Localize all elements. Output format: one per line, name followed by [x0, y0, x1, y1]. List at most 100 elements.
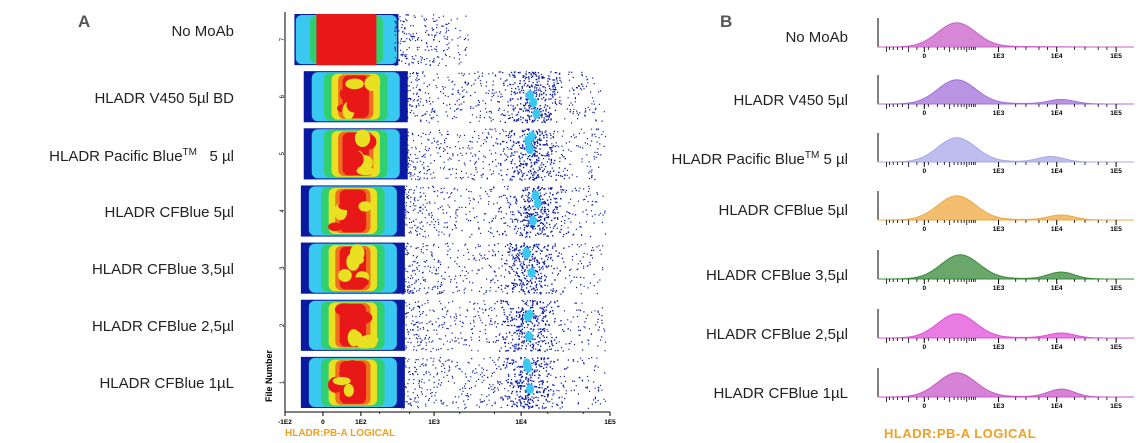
positive-population-blob-0-file-4: [531, 190, 540, 201]
panel-a-x-axis-title: HLADR:PB-A LOGICAL: [285, 428, 396, 439]
panel-a-letter: A: [78, 12, 91, 31]
histogram-3-curve: [877, 195, 1134, 221]
panel-a-x-tick-label-4: 1E4: [515, 419, 527, 426]
histogram-2: 0 1E3 1E4 1E5: [877, 133, 1134, 175]
scatter-dots-file-1: [400, 356, 607, 410]
file-row-1: [300, 356, 607, 410]
histogram-3-tick-label-3: 1E5: [1110, 226, 1122, 233]
panel-a-y-axis-title: File Number: [264, 350, 274, 403]
histogram-0: 0 1E3 1E4 1E5: [877, 18, 1134, 60]
file-row-7: [294, 14, 469, 67]
panel-a-row-label-file-5: HLADR Pacific BlueTM 5 µl: [49, 146, 234, 165]
density-core-file-7: [316, 14, 377, 66]
panel-a-x-tick-label-1: 0: [321, 419, 325, 426]
histogram-0-tick-label-1: 1E3: [993, 53, 1005, 60]
histogram-3-tick-label-1: 1E3: [993, 226, 1005, 233]
histogram-2-tick-label-2: 1E4: [1051, 168, 1063, 175]
panel-b-row-label-0: No MoAb: [785, 29, 848, 46]
file-row-3: [300, 242, 604, 295]
panel-a-row-label-file-3: HLADR CFBlue 3,5µl: [91, 261, 234, 279]
density-blob-5-file-6: [346, 97, 364, 113]
positive-population-blob-2-file-6: [532, 108, 541, 119]
positive-population-blob-2-file-2: [524, 331, 533, 342]
density-blob-3-file-2: [360, 334, 379, 346]
panel-b-row-label-5: HLADR CFBlue 2,5µl: [705, 326, 848, 343]
density-blob-5-file-4: [338, 201, 355, 211]
histogram-2-curve: [877, 137, 1134, 163]
histogram-2-tick-label-1: 1E3: [993, 168, 1005, 175]
histogram-1-tick-label-0: 0: [923, 110, 927, 117]
positive-population-blob-1-file-5: [524, 135, 533, 146]
scatter-dots-file-7: [394, 14, 469, 67]
density-blob-0-file-4: [358, 201, 372, 212]
panel-b-x-axis-title: HLADR:PB-A LOGICAL: [884, 426, 1037, 441]
panel-b-row-label-3: HLADR CFBlue 5µl: [718, 202, 848, 219]
histogram-5-tick-label-2: 1E4: [1051, 344, 1063, 351]
density-blob-4-file-1: [343, 383, 354, 397]
histogram-3-tick-label-0: 0: [923, 226, 927, 233]
panel-a-y-tick-label-2: 2: [280, 323, 286, 327]
histogram-0-curve: [877, 22, 1134, 48]
histogram-2-tick-label-0: 0: [923, 168, 927, 175]
histogram-4-tick-label-1: 1E3: [993, 285, 1005, 292]
histogram-6-tick-label-2: 1E4: [1051, 403, 1063, 410]
histogram-4-tick-label-2: 1E4: [1051, 285, 1063, 292]
histogram-1-tick-label-1: 1E3: [993, 110, 1005, 117]
file-row-4: [300, 185, 606, 238]
density-blob-4-file-2: [353, 311, 373, 324]
histogram-6-tick-label-0: 0: [923, 403, 927, 410]
density-blob-2-file-4: [353, 218, 367, 228]
histogram-5-tick-label-3: 1E5: [1110, 344, 1122, 351]
density-blob-5-file-3: [346, 252, 360, 271]
histogram-4-curve: [877, 254, 1134, 280]
histogram-4: 0 1E3 1E4 1E5: [877, 250, 1134, 292]
positive-population-blob-1-file-1: [526, 383, 535, 394]
positive-population-blob-2-file-4: [533, 198, 542, 209]
positive-population-blob-1-file-6: [529, 97, 538, 108]
positive-population-blob-1-file-3: [527, 267, 536, 278]
histogram-1-curve: [877, 79, 1134, 105]
histogram-6-curve: [877, 372, 1134, 398]
histogram-1-tick-label-2: 1E4: [1051, 110, 1063, 117]
panel-a-row-label-file-6: HLADR V450 5µl BD: [94, 89, 234, 107]
histogram-1-tick-label-3: 1E5: [1110, 110, 1122, 117]
panel-b-row-label-2: HLADR Pacific BlueTM 5 µl: [671, 150, 849, 168]
density-blob-4-file-5: [347, 150, 364, 169]
density-blob-5-file-2: [349, 331, 363, 345]
panel-a-row-label-file-4: HLADR CFBlue 5µl: [104, 204, 234, 221]
panel-b-row-label-1: HLADR V450 5µl: [733, 92, 848, 109]
positive-population-blob-1-file-2: [525, 309, 534, 320]
panel-a-y-tick-label-4: 4: [280, 209, 286, 213]
panel-a-x-tick-label-0: -1E2: [278, 419, 292, 426]
file-row-2: [300, 299, 606, 353]
histogram-0-tick-label-3: 1E5: [1110, 53, 1122, 60]
density-blob-0-file-6: [364, 75, 381, 92]
positive-population-blob-1-file-4: [528, 215, 537, 226]
panel-a-y-tick-label-7: 7: [280, 37, 286, 41]
histogram-4-tick-label-3: 1E5: [1110, 285, 1122, 292]
panel-a-row-label-file-7: No MoAb: [171, 22, 234, 40]
panel-a-y-tick-label-1: 1: [280, 380, 286, 384]
density-blob-1-file-6: [345, 78, 364, 90]
histogram-0-tick-label-2: 1E4: [1051, 53, 1063, 60]
histogram-5: 0 1E3 1E4 1E5: [877, 309, 1134, 351]
density-blob-3-file-5: [354, 129, 371, 148]
histogram-2-tick-label-3: 1E5: [1110, 168, 1122, 175]
panel-b-row-label-6: HLADR CFBlue 1µL: [713, 385, 848, 402]
histogram-6-tick-label-3: 1E5: [1110, 403, 1122, 410]
file-row-5: [303, 128, 607, 181]
file-row-6: [303, 71, 605, 124]
density-blob-5-file-1: [332, 376, 351, 386]
density-blob-2-file-2: [334, 303, 355, 316]
positive-population-blob-2-file-1: [524, 362, 533, 373]
histogram-1: 0 1E3 1E4 1E5: [877, 75, 1134, 117]
density-blob-4-file-3: [338, 268, 352, 282]
positive-population-dots-file-4: [496, 185, 583, 238]
panel-a-y-tick-label-6: 6: [280, 94, 286, 98]
positive-population-dots-file-6: [492, 71, 578, 124]
density-blob-3-file-4: [328, 222, 342, 232]
panel-a-x-tick-label-3: 1E3: [428, 419, 440, 426]
panel-a-row-label-file-1: HLADR CFBlue 1µL: [99, 375, 234, 393]
histogram-3: 0 1E3 1E4 1E5: [877, 191, 1134, 233]
histogram-5-tick-label-1: 1E3: [993, 344, 1005, 351]
